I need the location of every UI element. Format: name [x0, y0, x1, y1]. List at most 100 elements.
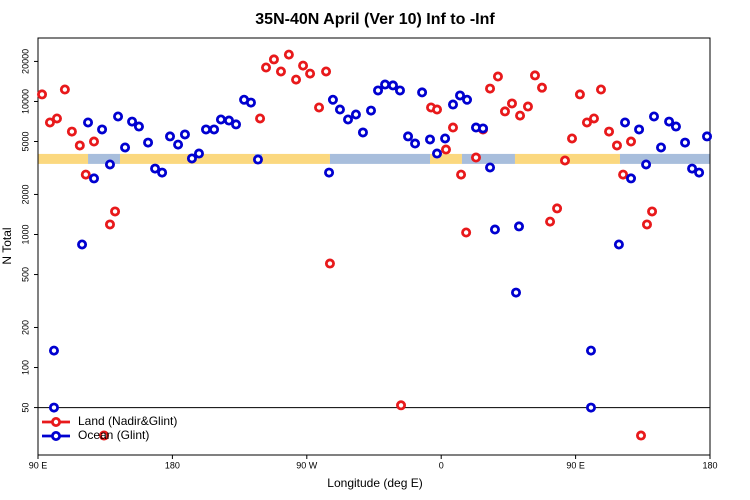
point	[613, 239, 624, 250]
point	[447, 122, 458, 133]
point	[80, 169, 91, 180]
point	[59, 84, 70, 95]
point	[641, 159, 652, 170]
point	[89, 173, 100, 184]
point	[641, 219, 652, 230]
track-band	[38, 153, 89, 164]
point	[321, 66, 332, 77]
point	[104, 219, 115, 230]
point	[461, 227, 472, 238]
point	[511, 287, 522, 298]
legend-label: Land (Nadir&Glint)	[78, 414, 177, 428]
point	[489, 224, 500, 235]
point	[268, 54, 279, 65]
point	[559, 155, 570, 166]
point	[314, 102, 325, 113]
point	[143, 137, 154, 148]
point	[585, 345, 596, 356]
point	[522, 101, 533, 112]
point	[432, 148, 443, 159]
track-band	[430, 153, 462, 164]
point	[552, 203, 563, 214]
y-tick-label: 2000	[20, 184, 30, 204]
point	[113, 111, 124, 122]
point	[283, 49, 294, 60]
legend-marker	[51, 430, 62, 441]
point	[324, 258, 335, 269]
x-tick-label: 0	[439, 460, 444, 470]
point	[133, 121, 144, 132]
point	[595, 84, 606, 95]
point	[350, 109, 361, 120]
point	[97, 124, 108, 135]
point	[127, 116, 138, 127]
y-axis-label: N Total	[0, 227, 14, 264]
point	[647, 206, 658, 217]
track-band	[329, 153, 430, 164]
plot-frame	[37, 37, 711, 456]
point	[215, 114, 226, 125]
point	[694, 167, 705, 178]
point	[343, 114, 354, 125]
track-band	[88, 153, 120, 164]
track-band	[262, 153, 330, 164]
y-tick-label: 5000	[20, 131, 30, 151]
point	[403, 131, 414, 142]
point	[120, 142, 131, 153]
point	[357, 127, 368, 138]
point	[440, 144, 451, 155]
point	[626, 173, 637, 184]
point	[506, 98, 517, 109]
point	[83, 117, 94, 128]
point	[165, 131, 176, 142]
x-tick-label: 90 E	[29, 460, 48, 470]
point	[275, 66, 286, 77]
point	[410, 138, 421, 149]
point	[231, 119, 242, 130]
y-tick-label: 20000	[20, 49, 30, 74]
point	[485, 162, 496, 173]
point	[387, 80, 398, 91]
point	[687, 163, 698, 174]
point	[209, 124, 220, 135]
point	[514, 221, 525, 232]
point	[581, 117, 592, 128]
point	[636, 430, 647, 441]
point	[200, 124, 211, 135]
y-tick-label: 500	[20, 267, 30, 282]
point	[424, 134, 435, 145]
point	[396, 400, 407, 411]
point	[334, 104, 345, 115]
legend-marker	[51, 416, 62, 427]
point	[417, 87, 428, 98]
point	[611, 140, 622, 151]
point	[440, 133, 451, 144]
point	[179, 129, 190, 140]
y-tick-label: 1000	[20, 224, 30, 244]
x-tick-label: 180	[165, 460, 180, 470]
point	[373, 85, 384, 96]
x-tick-label: 90 W	[296, 460, 318, 470]
point	[223, 115, 234, 126]
point	[567, 133, 578, 144]
point	[447, 99, 458, 110]
point	[104, 159, 115, 170]
point	[298, 60, 309, 71]
point	[48, 402, 59, 413]
legend-label: Ocean (Glint)	[78, 428, 149, 442]
point	[255, 113, 266, 124]
point	[74, 140, 85, 151]
point	[291, 74, 302, 85]
point	[462, 94, 473, 105]
point	[455, 90, 466, 101]
point	[634, 124, 645, 135]
point	[432, 104, 443, 115]
chart-title: 35N-40N April (Ver 10) Inf to -Inf	[255, 11, 495, 28]
point	[492, 71, 503, 82]
point	[327, 94, 338, 105]
y-tick-label: 100	[20, 360, 30, 375]
y-tick-label: 50	[20, 403, 30, 413]
point	[620, 117, 631, 128]
